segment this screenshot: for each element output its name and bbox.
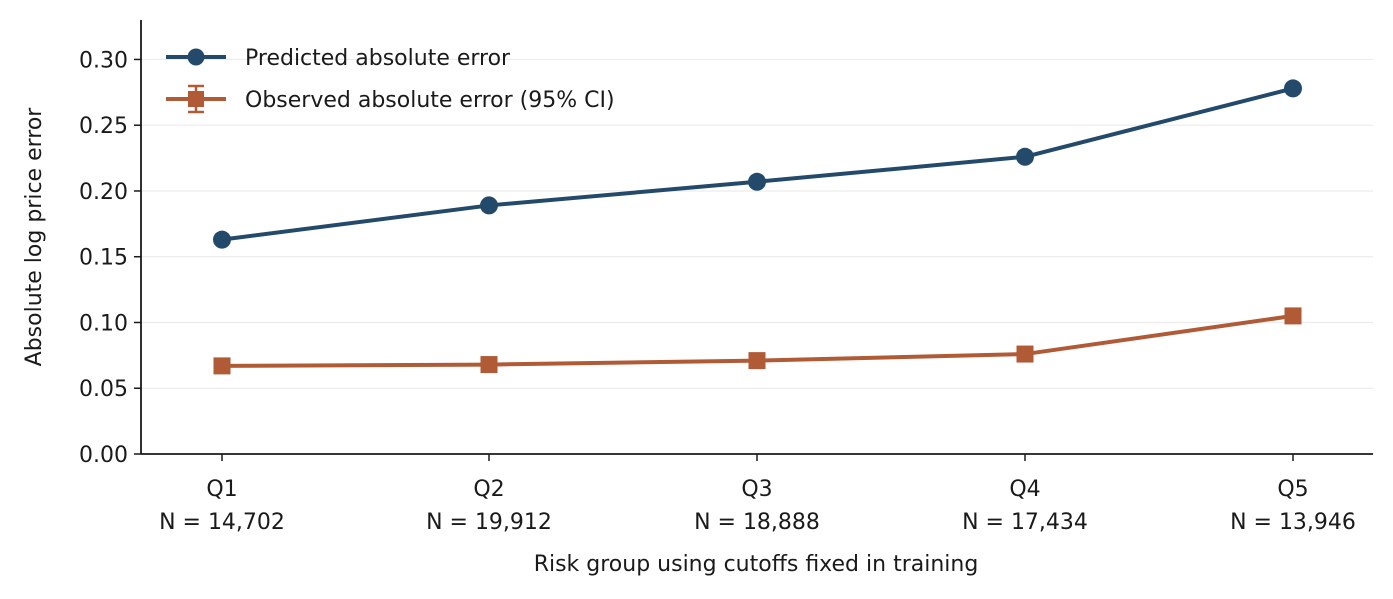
legend-item-predicted: Predicted absolute error: [166, 46, 511, 71]
y-tick-label: 0.25: [79, 114, 128, 139]
axes: 0.00 0.05 0.10 0.15 0.20 0.25 0.30 Q1 N = 14,702…: [79, 20, 1373, 535]
data-point: [1284, 79, 1302, 98]
x-tick-label: Q3: [741, 477, 772, 502]
legend-marker-square: [188, 91, 204, 107]
y-tick-label: 0.05: [79, 377, 128, 402]
data-point: [213, 230, 231, 249]
x-axis-title: Risk group using cutoffs fixed in traini…: [534, 552, 979, 577]
x-tick-count-label: N = 14,702: [159, 510, 285, 535]
x-tick-label: Q4: [1009, 477, 1040, 502]
x-tick-label: Q5: [1277, 477, 1308, 502]
x-tick-label: Q1: [206, 477, 237, 502]
data-point: [748, 352, 766, 370]
data-point: [480, 356, 498, 374]
data-point: [1016, 147, 1034, 166]
y-tick-label: 0.30: [79, 48, 128, 73]
data-point: [213, 357, 231, 375]
x-tick-count-label: N = 19,912: [426, 510, 552, 535]
legend-marker-circle: [187, 48, 205, 66]
series-group: [213, 79, 1302, 375]
x-tick-count-label: N = 17,434: [962, 510, 1088, 535]
x-tick-count-label: N = 13,946: [1230, 510, 1356, 535]
x-tick-label: Q2: [473, 477, 504, 502]
y-tick-label: 0.10: [79, 311, 128, 336]
data-point: [1016, 345, 1034, 363]
data-point: [1284, 307, 1302, 325]
series-observed: [213, 307, 1302, 375]
series-predicted: [213, 79, 1302, 249]
y-axis-title: Absolute log price error: [22, 107, 47, 367]
y-tick-label: 0.20: [79, 180, 128, 205]
grid-lines: [141, 58, 1373, 389]
legend-label-predicted: Predicted absolute error: [245, 46, 511, 71]
data-point: [480, 196, 498, 215]
data-point: [748, 172, 766, 191]
y-tick-label: 0.00: [79, 443, 128, 468]
x-tick-count-label: N = 18,888: [694, 510, 820, 535]
legend-label-observed: Observed absolute error (95% CI): [245, 88, 615, 113]
legend-item-observed: Observed absolute error (95% CI): [166, 84, 615, 114]
y-tick-label: 0.15: [79, 246, 128, 271]
legend: Predicted absolute error Observed absolu…: [166, 46, 615, 114]
